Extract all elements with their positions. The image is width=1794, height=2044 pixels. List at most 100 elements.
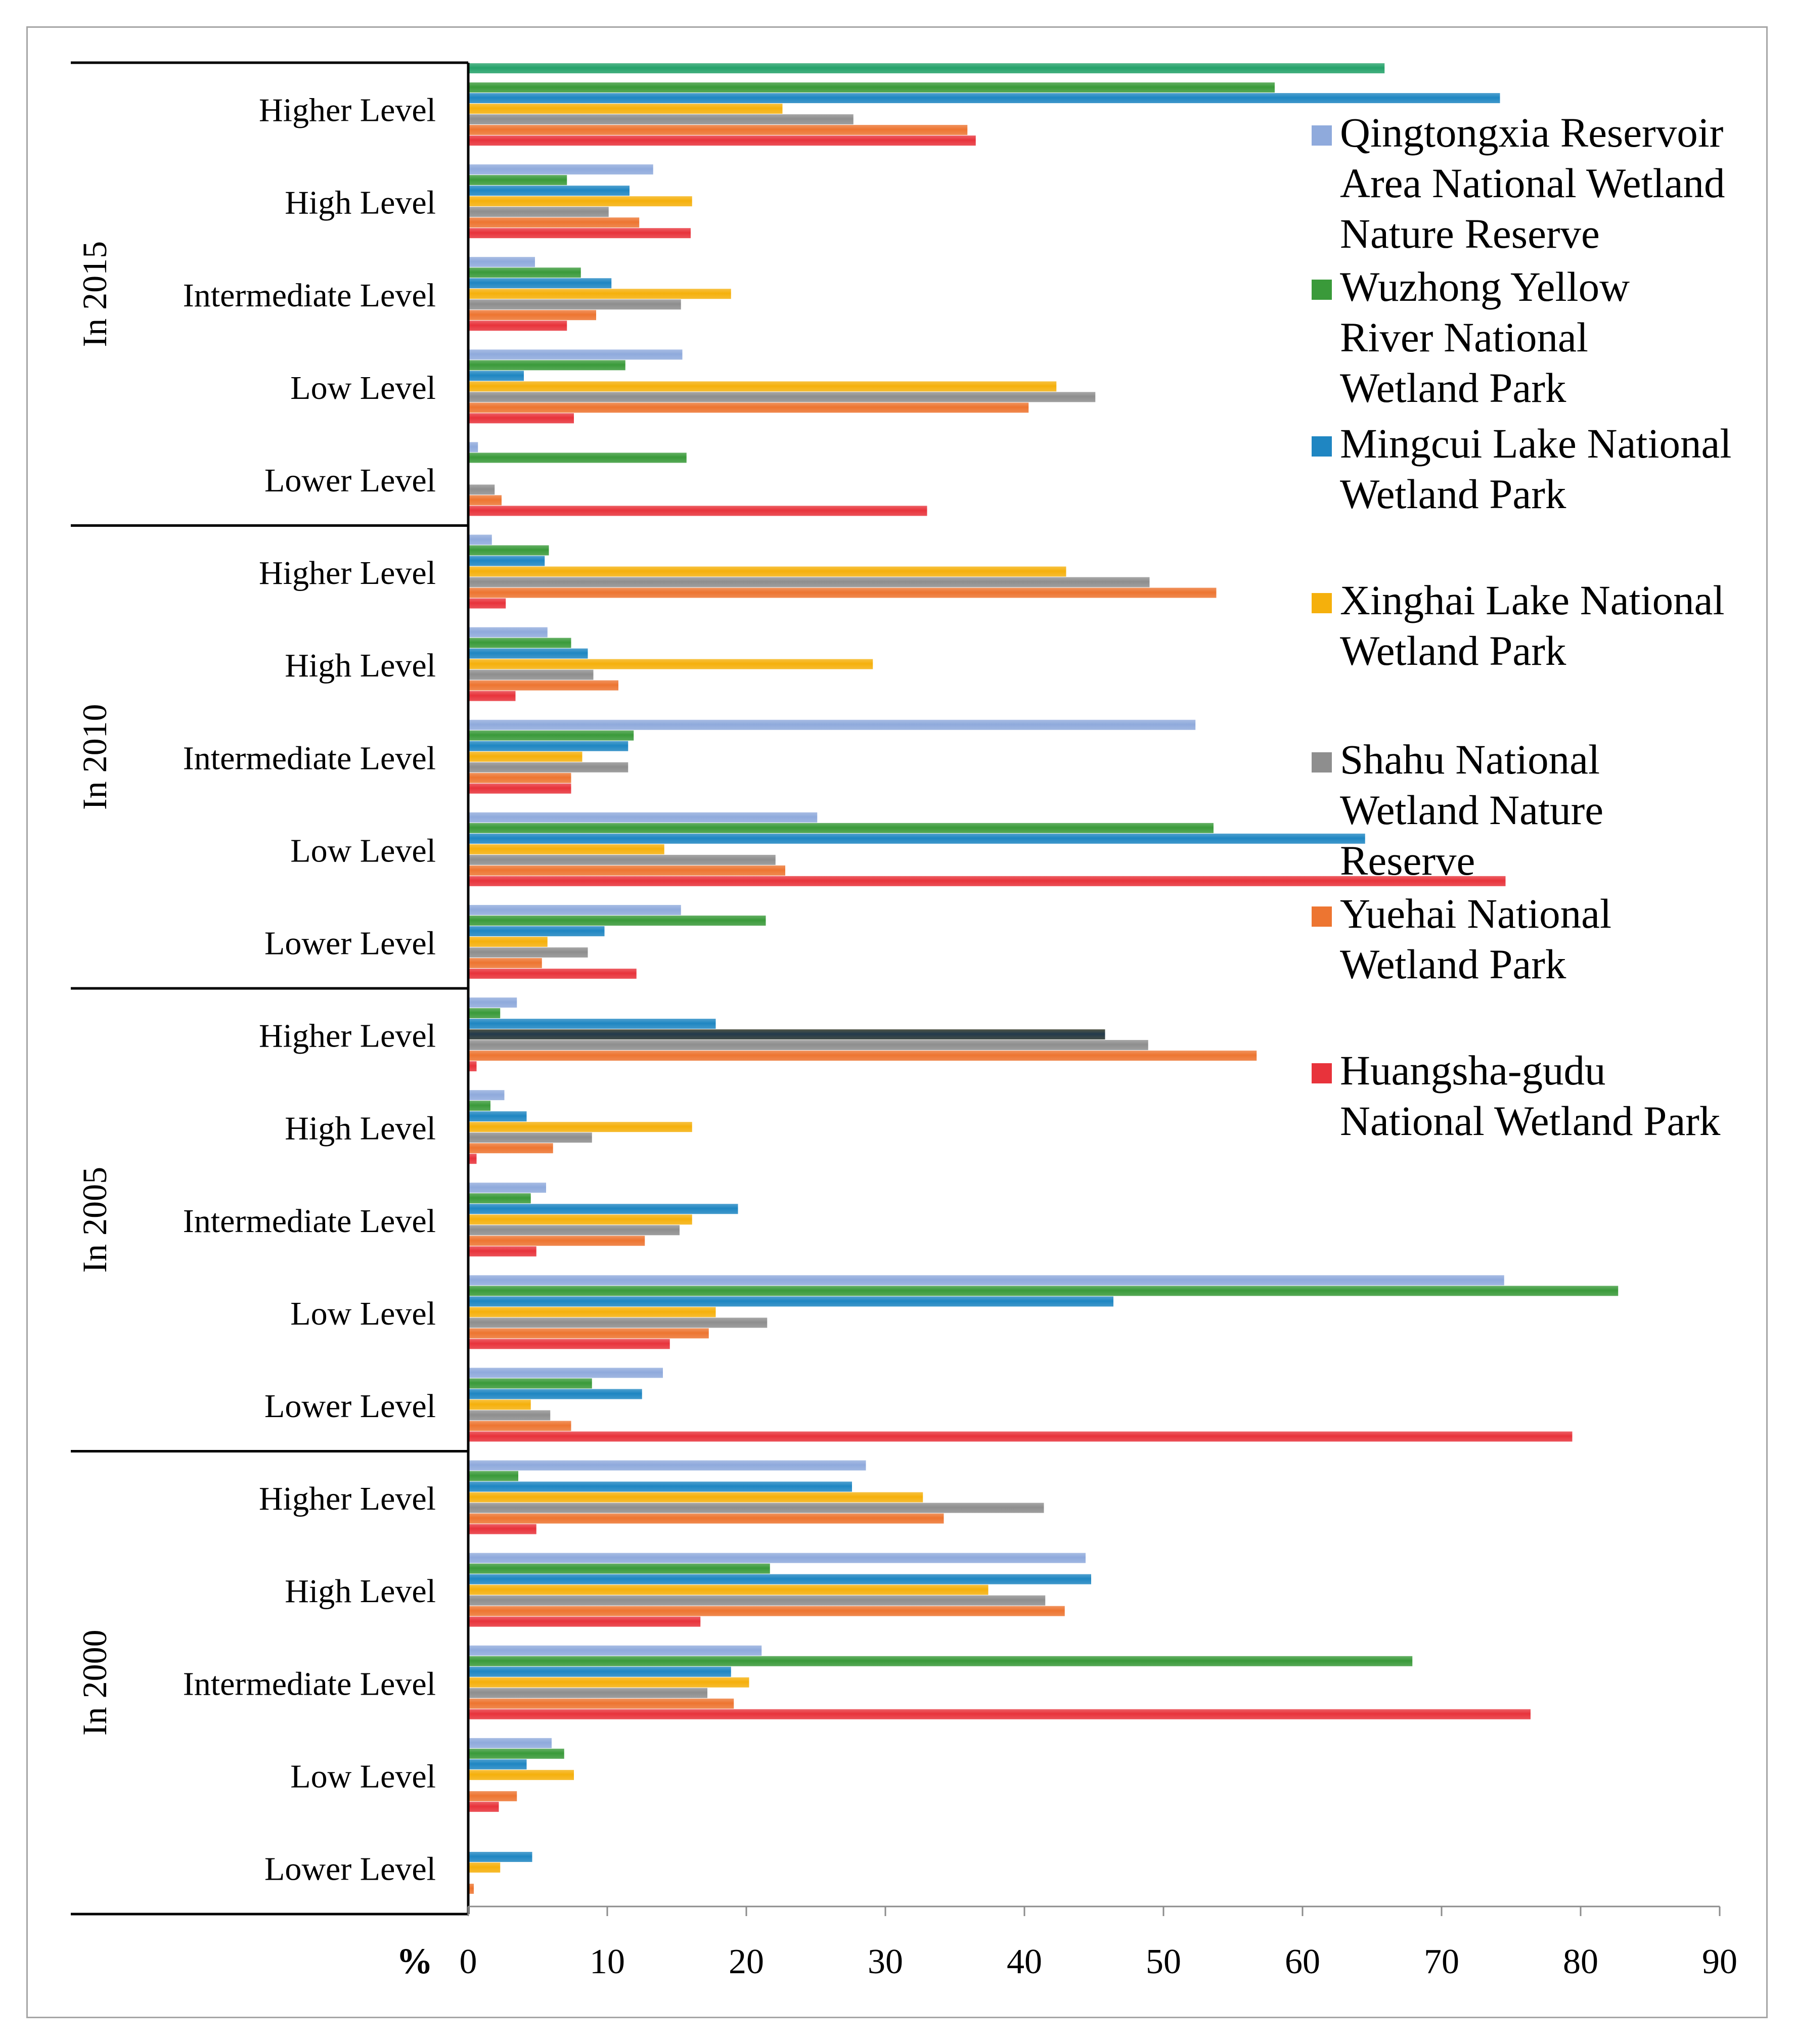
- legend-label: Wetland Park: [1340, 365, 1566, 411]
- bar-2-4-1: [468, 1378, 592, 1389]
- group-label: In 2005: [75, 1167, 114, 1273]
- legend-label: Mingcui Lake National: [1340, 420, 1731, 467]
- bar-1-0-3: [468, 566, 1066, 577]
- bar-2-1-1: [468, 1101, 490, 1111]
- bar-0-4-5: [468, 495, 502, 506]
- legend-swatch: [1312, 125, 1332, 146]
- bar-2-3-0: [468, 1275, 1504, 1286]
- bar-2-4-5: [468, 1421, 571, 1431]
- bar-0-1-2: [468, 186, 630, 196]
- legend-label: National Wetland Park: [1340, 1098, 1721, 1144]
- bar-0-2-2: [468, 278, 612, 289]
- chart-frame: [26, 26, 1768, 2018]
- bar-3-2-4: [468, 1688, 707, 1698]
- bar-3-1-6: [468, 1616, 701, 1627]
- bar-3-0-3: [468, 1492, 923, 1503]
- category-label: High Level: [285, 1110, 436, 1147]
- bar-1-1-6: [468, 691, 516, 701]
- bar-0-3-1: [468, 360, 625, 371]
- bar-2-4-2: [468, 1389, 642, 1399]
- bar-1-0-1: [468, 545, 549, 556]
- bar-2-1-0: [468, 1090, 505, 1101]
- bar-2-0-1: [468, 1008, 501, 1019]
- bar-2-3-1: [468, 1286, 1619, 1296]
- category-label: High Level: [285, 185, 436, 221]
- group-label: In 2015: [75, 241, 114, 347]
- bar-1-1-0: [468, 627, 548, 638]
- bar-0-3-6: [468, 413, 574, 424]
- bar-2-2-2: [468, 1204, 738, 1214]
- bar-2-2-4: [468, 1225, 680, 1236]
- x-tick-label: 20: [729, 1942, 764, 1981]
- bar-3-0-2: [468, 1481, 852, 1492]
- legend-swatch: [1312, 436, 1332, 457]
- bar-0-1-4: [468, 207, 609, 217]
- bar-2-2-0: [468, 1183, 546, 1193]
- bar-1-3-2: [468, 833, 1365, 844]
- bar-3-2-0: [468, 1645, 762, 1656]
- legend-label: Area National Wetland: [1340, 160, 1725, 206]
- bar-3-4-2: [468, 1851, 532, 1862]
- bar-0-0-1: [468, 82, 1275, 93]
- legend-label: Nature Reserve: [1340, 210, 1600, 257]
- legend-label: Shahu National: [1340, 736, 1600, 783]
- category-label: Higher Level: [259, 1480, 436, 1517]
- bar-2-3-5: [468, 1328, 709, 1339]
- legend-label: Wetland Park: [1340, 941, 1566, 987]
- bar-1-4-5: [468, 958, 542, 968]
- bar-2-2-5: [468, 1236, 645, 1246]
- bar-3-4-5: [468, 1883, 474, 1894]
- bar-2-1-2: [468, 1111, 527, 1122]
- bar-2-0-5: [468, 1051, 1257, 1061]
- bar-3-1-0: [468, 1553, 1086, 1563]
- bar-0-1-5: [468, 217, 640, 228]
- bar-0-4-1: [468, 452, 687, 463]
- bar-2-4-4: [468, 1410, 551, 1421]
- bar-2-0-4: [468, 1040, 1148, 1051]
- bar-1-1-1: [468, 638, 571, 648]
- bar-0-2-3: [468, 289, 731, 299]
- bar-2-4-6: [468, 1431, 1573, 1442]
- x-tick-label: 0: [460, 1942, 477, 1981]
- bar-1-2-5: [468, 773, 571, 783]
- bar-3-1-5: [468, 1606, 1065, 1616]
- bars-layer: [468, 63, 1619, 1894]
- bar-0-0-4: [468, 114, 854, 125]
- bar-0-2-4: [468, 299, 681, 310]
- bar-3-2-6: [468, 1709, 1531, 1719]
- bar-3-2-5: [468, 1698, 734, 1709]
- bar-2-4-3: [468, 1399, 531, 1410]
- legend-swatch: [1312, 1063, 1332, 1083]
- bar-2-0-0: [468, 997, 517, 1008]
- bar-3-2-1: [468, 1656, 1413, 1666]
- bar-1-4-3: [468, 936, 548, 947]
- bar-3-1-4: [468, 1595, 1046, 1606]
- bar-1-2-1: [468, 730, 634, 741]
- bar-0-1-0: [468, 164, 653, 175]
- legend-swatch: [1312, 280, 1332, 300]
- bar-0-1-3: [468, 196, 692, 207]
- x-tick-label: 90: [1702, 1942, 1737, 1981]
- category-label: Intermediate Level: [183, 1203, 436, 1240]
- bar-1-3-4: [468, 854, 776, 865]
- group-label: In 2000: [75, 1629, 114, 1736]
- category-label: Low Level: [290, 1295, 436, 1332]
- bar-3-1-3: [468, 1584, 989, 1595]
- bar-0-0-2: [468, 93, 1500, 104]
- bar-1-3-0: [468, 812, 818, 823]
- bar-0-2-1: [468, 267, 581, 278]
- x-tick-label: 40: [1007, 1942, 1042, 1981]
- bar-3-3-6: [468, 1801, 499, 1812]
- bar-1-3-5: [468, 865, 785, 876]
- bar-1-2-4: [468, 762, 629, 773]
- bar-3-1-2: [468, 1574, 1091, 1584]
- x-tick-label: 50: [1146, 1942, 1181, 1981]
- bar-1-1-4: [468, 669, 594, 680]
- bar-0-3-3: [468, 381, 1057, 392]
- bar-3-0-6: [468, 1524, 536, 1534]
- bar-1-4-6: [468, 968, 637, 979]
- bar-3-4-3: [468, 1862, 501, 1873]
- bar-2-0-6: [468, 1061, 477, 1072]
